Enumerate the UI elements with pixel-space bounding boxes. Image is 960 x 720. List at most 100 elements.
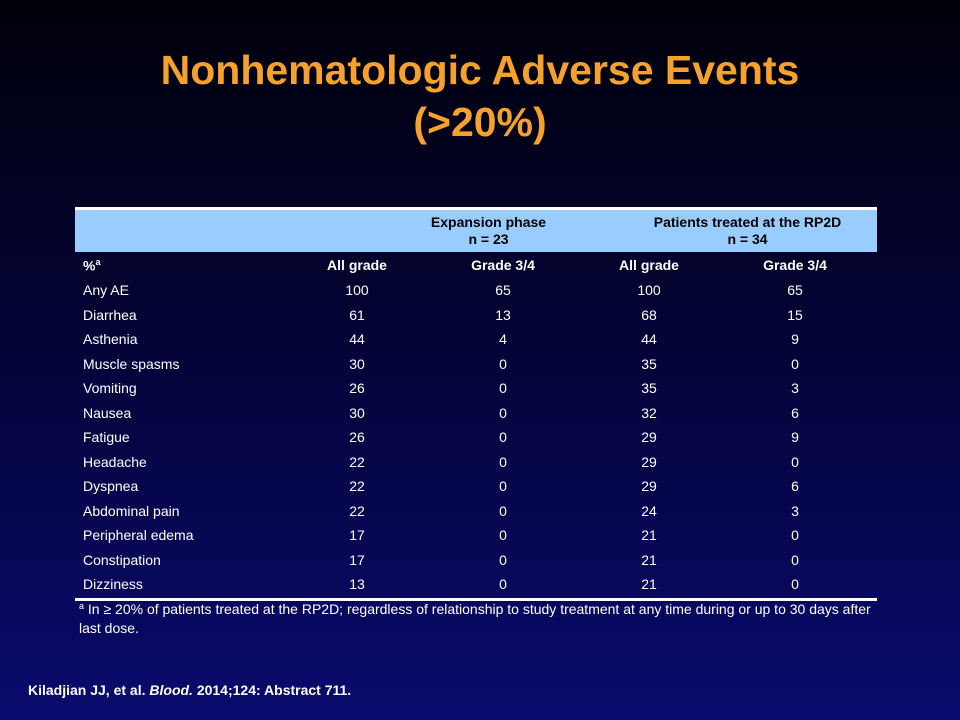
row-value: 3 [791, 380, 799, 397]
row-value: 61 [349, 306, 365, 323]
row-value: 0 [791, 453, 799, 470]
percent-label: % [83, 257, 96, 274]
row-value: 29 [641, 453, 657, 470]
column-header-all-grade-2: All grade [619, 257, 679, 273]
adverse-events-table: Expansion phase n = 23 Patients treated … [75, 207, 877, 601]
row-value: 29 [641, 429, 657, 446]
row-value: 9 [791, 429, 799, 446]
row-label: Fatigue [83, 429, 130, 446]
row-value: 21 [641, 551, 657, 568]
table-row: Constipation 17 0 21 0 [75, 548, 877, 573]
citation-authors: Kiladjian JJ, et al. [28, 682, 146, 698]
row-label: Headache [83, 453, 147, 470]
row-value: 22 [349, 453, 365, 470]
row-label: Dyspnea [83, 478, 139, 495]
row-value: 17 [349, 527, 365, 544]
slide-title: Nonhematologic Adverse Events (>20%) [0, 44, 960, 148]
row-value: 21 [641, 527, 657, 544]
table-top-rule [75, 207, 877, 210]
citation-journal: Blood. [149, 682, 193, 698]
group-rp2d-title: Patients treated at the RP2D [653, 214, 842, 230]
row-value: 35 [641, 380, 657, 397]
row-value: 22 [349, 478, 365, 495]
row-label: Vomiting [83, 380, 137, 397]
table-body: Any AE 100 65 100 65 Diarrhea 61 13 68 15 Asthenia… [75, 278, 877, 597]
row-label: Asthenia [83, 331, 138, 348]
table-row: Muscle spasms 30 0 35 0 [75, 352, 877, 377]
row-value: 0 [499, 429, 507, 446]
row-value: 0 [499, 404, 507, 421]
row-value: 100 [637, 282, 661, 299]
row-value: 0 [791, 551, 799, 568]
table-group-header: Expansion phase n = 23 Patients treated … [75, 210, 877, 252]
row-value: 0 [499, 355, 507, 372]
row-value: 26 [349, 429, 365, 446]
row-value: 0 [499, 478, 507, 495]
row-label: Abdominal pain [83, 502, 180, 519]
slide-title-line2: (>20%) [413, 99, 547, 145]
row-value: 0 [499, 453, 507, 470]
group-expansion-title: Expansion phase [430, 214, 547, 230]
column-header-grade34-1: Grade 3/4 [471, 257, 535, 273]
table-row: Dyspnea 22 0 29 6 [75, 474, 877, 499]
row-value: 68 [641, 306, 657, 323]
row-value: 0 [499, 551, 507, 568]
row-value: 13 [495, 306, 511, 323]
table-row: Headache 22 0 29 0 [75, 450, 877, 475]
row-value: 3 [791, 502, 799, 519]
row-value: 44 [641, 331, 657, 348]
footnote-text: In ≥ 20% of patients treated at the RP2D… [79, 601, 871, 636]
row-value: 100 [345, 282, 369, 299]
table-row: Peripheral edema 17 0 21 0 [75, 523, 877, 548]
row-label: Dizziness [83, 576, 143, 593]
row-label: Constipation [83, 551, 161, 568]
group-expansion-n: n = 23 [468, 231, 509, 247]
table-row: Dizziness 13 0 21 0 [75, 572, 877, 597]
row-value: 6 [791, 478, 799, 495]
row-label: Peripheral edema [83, 527, 194, 544]
row-value: 29 [641, 478, 657, 495]
citation: Kiladjian JJ, et al. Blood. 2014;124: Ab… [28, 682, 351, 698]
row-value: 30 [349, 355, 365, 372]
group-rp2d-n: n = 34 [727, 231, 768, 247]
table-row: Any AE 100 65 100 65 [75, 278, 877, 303]
row-value: 22 [349, 502, 365, 519]
column-header-grade34-2: Grade 3/4 [763, 257, 827, 273]
row-value: 13 [349, 576, 365, 593]
row-value: 0 [499, 527, 507, 544]
row-value: 65 [495, 282, 511, 299]
group-header-rp2d: Patients treated at the RP2D n = 34 [618, 210, 877, 252]
table-footnote: a In ≥ 20% of patients treated at the RP… [79, 600, 879, 638]
row-value: 0 [791, 355, 799, 372]
row-value: 4 [499, 331, 507, 348]
row-value: 0 [791, 576, 799, 593]
row-value: 21 [641, 576, 657, 593]
footnote-marker: a [95, 256, 101, 267]
table-row: Asthenia 44 4 44 9 [75, 327, 877, 352]
row-value: 65 [787, 282, 803, 299]
table-row: Fatigue 26 0 29 9 [75, 425, 877, 450]
group-header-expansion: Expansion phase n = 23 [359, 210, 618, 252]
citation-details: 2014;124: Abstract 711. [196, 682, 352, 698]
column-header-all-grade-1: All grade [327, 257, 387, 273]
row-label: Muscle spasms [83, 355, 180, 372]
row-label: Any AE [83, 282, 129, 299]
row-value: 0 [499, 380, 507, 397]
group-header-spacer [75, 210, 359, 252]
row-value: 0 [499, 502, 507, 519]
footnote-marker: a [79, 601, 85, 611]
row-value: 35 [641, 355, 657, 372]
row-label: Diarrhea [83, 306, 137, 323]
slide-title-line1: Nonhematologic Adverse Events [160, 47, 800, 93]
table-row: Diarrhea 61 13 68 15 [75, 303, 877, 328]
table-row: Nausea 30 0 32 6 [75, 401, 877, 426]
table-column-header-row: %a All grade Grade 3/4 All grade Grade 3… [75, 252, 877, 278]
row-value: 15 [787, 306, 803, 323]
column-header-label: %a [75, 257, 284, 274]
row-value: 0 [499, 576, 507, 593]
table-row: Vomiting 26 0 35 3 [75, 376, 877, 401]
row-value: 17 [349, 551, 365, 568]
row-value: 0 [791, 527, 799, 544]
row-value: 6 [791, 404, 799, 421]
row-value: 26 [349, 380, 365, 397]
